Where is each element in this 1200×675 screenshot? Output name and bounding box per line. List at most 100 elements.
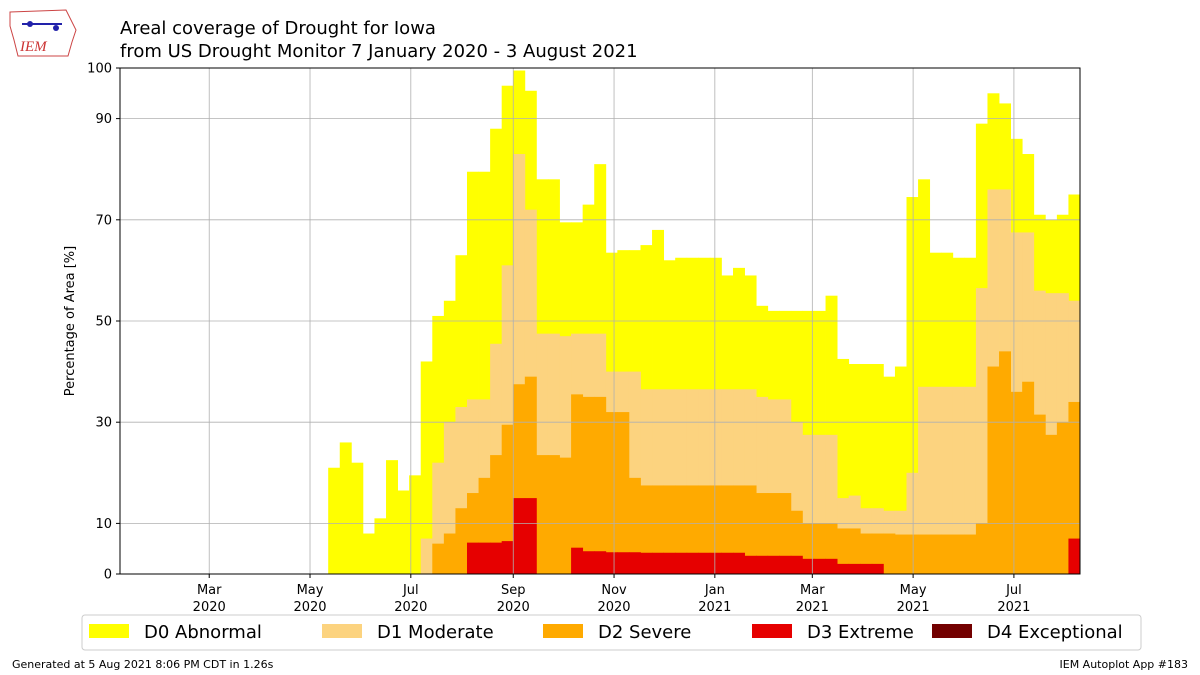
area-step [918, 386, 931, 574]
legend-label: D3 Extreme [807, 622, 914, 643]
area-step [848, 528, 861, 574]
area-step [813, 434, 826, 574]
area-step [825, 558, 838, 574]
area-step [999, 351, 1012, 574]
area-step [582, 551, 595, 574]
area-step [767, 399, 780, 574]
area-step [987, 366, 1000, 574]
legend-label: D4 Exceptional [987, 622, 1123, 643]
area-step [779, 555, 792, 574]
area-step [501, 265, 514, 574]
area-step [443, 533, 456, 574]
area-step [478, 542, 491, 574]
area-step [652, 485, 665, 574]
area-step [894, 366, 907, 574]
y-tick-label: 0 [104, 568, 112, 583]
area-step [524, 376, 537, 574]
area-step [790, 555, 803, 574]
area-step [617, 412, 630, 574]
area-step [490, 455, 503, 574]
area-step [675, 485, 688, 574]
area-step [871, 364, 884, 574]
x-tick-label: Nov 2020 [597, 583, 630, 615]
area-step [652, 552, 665, 574]
y-tick-label: 90 [95, 112, 112, 127]
area-step [386, 460, 398, 574]
area-step [536, 333, 549, 574]
area-step [559, 336, 572, 574]
area-step [328, 467, 341, 574]
area-step [733, 389, 745, 574]
area-step [813, 558, 826, 574]
x-tick-label-line: 2020 [497, 600, 530, 615]
chart-title: Areal coverage of Drought for Iowa [120, 18, 436, 39]
area-step [698, 485, 711, 574]
area-step [1033, 414, 1046, 574]
area-step [837, 358, 850, 574]
x-tick-label-line: 2020 [394, 600, 427, 615]
area-step [767, 493, 780, 574]
x-tick-label-line: 2020 [193, 600, 226, 615]
area-step [686, 552, 699, 574]
x-tick-label-line: May [900, 583, 927, 598]
x-tick-label-line: Mar [800, 583, 825, 598]
area-step [478, 477, 491, 574]
x-tick-label-line: 2020 [293, 600, 326, 615]
area-step [929, 534, 942, 574]
area-step [733, 485, 745, 574]
area-step [941, 534, 954, 574]
area-step [802, 558, 815, 574]
area-step [605, 412, 618, 574]
area-step [709, 552, 722, 574]
area-step [478, 171, 491, 575]
area-step [952, 386, 965, 574]
area-step [871, 563, 884, 574]
area-step [571, 547, 584, 574]
x-tick-label-line: Jul [1005, 583, 1022, 598]
x-tick-label: Jul 2021 [997, 583, 1030, 615]
area-step [964, 534, 977, 574]
area-step [825, 434, 838, 574]
area-step [894, 534, 907, 574]
area-step [929, 386, 942, 574]
area-step [779, 399, 792, 574]
area-step [559, 457, 572, 574]
legend-label: D2 Severe [598, 622, 691, 643]
y-tick-label: 10 [95, 517, 112, 532]
x-tick-label-line: Sep [501, 583, 526, 598]
x-tick-label: Mar 2021 [796, 583, 829, 615]
y-axis-label: Percentage of Area [%] [63, 246, 78, 396]
area-step [351, 462, 364, 574]
area-step [594, 396, 607, 574]
area-step [906, 197, 919, 574]
area-step [802, 434, 815, 574]
area-step [779, 493, 792, 574]
area-step [640, 485, 653, 574]
legend-box [81, 614, 1142, 651]
logo-dot [53, 25, 59, 31]
area-step [1068, 538, 1081, 574]
x-tick-label: Sep 2020 [497, 583, 530, 615]
area-step [709, 485, 722, 574]
area-step [455, 407, 468, 574]
area-step [466, 493, 479, 574]
area-step [432, 543, 445, 574]
area-step [744, 485, 757, 574]
area-step [420, 538, 433, 574]
area-step [709, 389, 722, 574]
x-tick-label-line: 2021 [698, 600, 731, 615]
x-tick-label-line: Nov [601, 583, 627, 598]
area-step [501, 424, 514, 574]
area-step [571, 394, 584, 574]
area-step [466, 399, 479, 574]
logo-outline [9, 9, 77, 57]
area-step [744, 555, 757, 574]
area-step [698, 389, 711, 574]
y-tick-label: 100 [87, 62, 112, 77]
area-step [675, 389, 688, 574]
legend-label: D0 Abnormal [144, 622, 262, 643]
area-step [594, 551, 607, 574]
y-tick-label: 30 [95, 416, 112, 431]
area-step [628, 552, 641, 574]
area-step [536, 455, 549, 574]
